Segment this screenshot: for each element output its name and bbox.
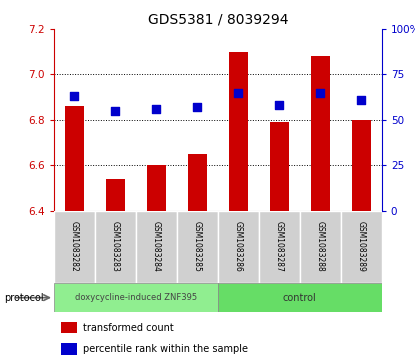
- Bar: [54, 211, 95, 283]
- Bar: [218, 283, 382, 312]
- Bar: [106, 179, 124, 211]
- Text: GSM1083282: GSM1083282: [70, 221, 79, 272]
- Text: GSM1083286: GSM1083286: [234, 221, 243, 272]
- Point: [71, 93, 78, 99]
- Text: GSM1083289: GSM1083289: [357, 221, 366, 272]
- Bar: [311, 56, 330, 211]
- Bar: [95, 211, 136, 283]
- Text: GSM1083285: GSM1083285: [193, 221, 202, 272]
- Bar: [188, 154, 207, 211]
- Title: GDS5381 / 8039294: GDS5381 / 8039294: [148, 12, 288, 26]
- Bar: [229, 52, 248, 211]
- Bar: [61, 322, 77, 333]
- Text: doxycycline-induced ZNF395: doxycycline-induced ZNF395: [75, 293, 197, 302]
- Text: control: control: [283, 293, 317, 303]
- Text: transformed count: transformed count: [83, 323, 174, 333]
- Bar: [61, 343, 77, 355]
- Point: [153, 106, 160, 112]
- Text: GSM1083288: GSM1083288: [316, 221, 325, 272]
- Bar: [270, 122, 288, 211]
- Text: percentile rank within the sample: percentile rank within the sample: [83, 344, 249, 354]
- Bar: [300, 211, 341, 283]
- Bar: [352, 120, 371, 211]
- Text: GSM1083284: GSM1083284: [152, 221, 161, 272]
- Bar: [136, 211, 177, 283]
- Point: [235, 90, 242, 95]
- Point: [358, 97, 365, 103]
- Bar: [65, 106, 84, 211]
- Bar: [341, 211, 382, 283]
- Bar: [218, 211, 259, 283]
- Bar: [54, 283, 218, 312]
- Text: protocol: protocol: [4, 293, 44, 303]
- Bar: [147, 165, 166, 211]
- Text: GSM1083287: GSM1083287: [275, 221, 284, 272]
- Bar: [177, 211, 218, 283]
- Point: [317, 90, 324, 95]
- Point: [112, 108, 119, 114]
- Point: [276, 102, 283, 108]
- Point: [194, 104, 201, 110]
- Bar: [259, 211, 300, 283]
- Text: GSM1083283: GSM1083283: [111, 221, 120, 272]
